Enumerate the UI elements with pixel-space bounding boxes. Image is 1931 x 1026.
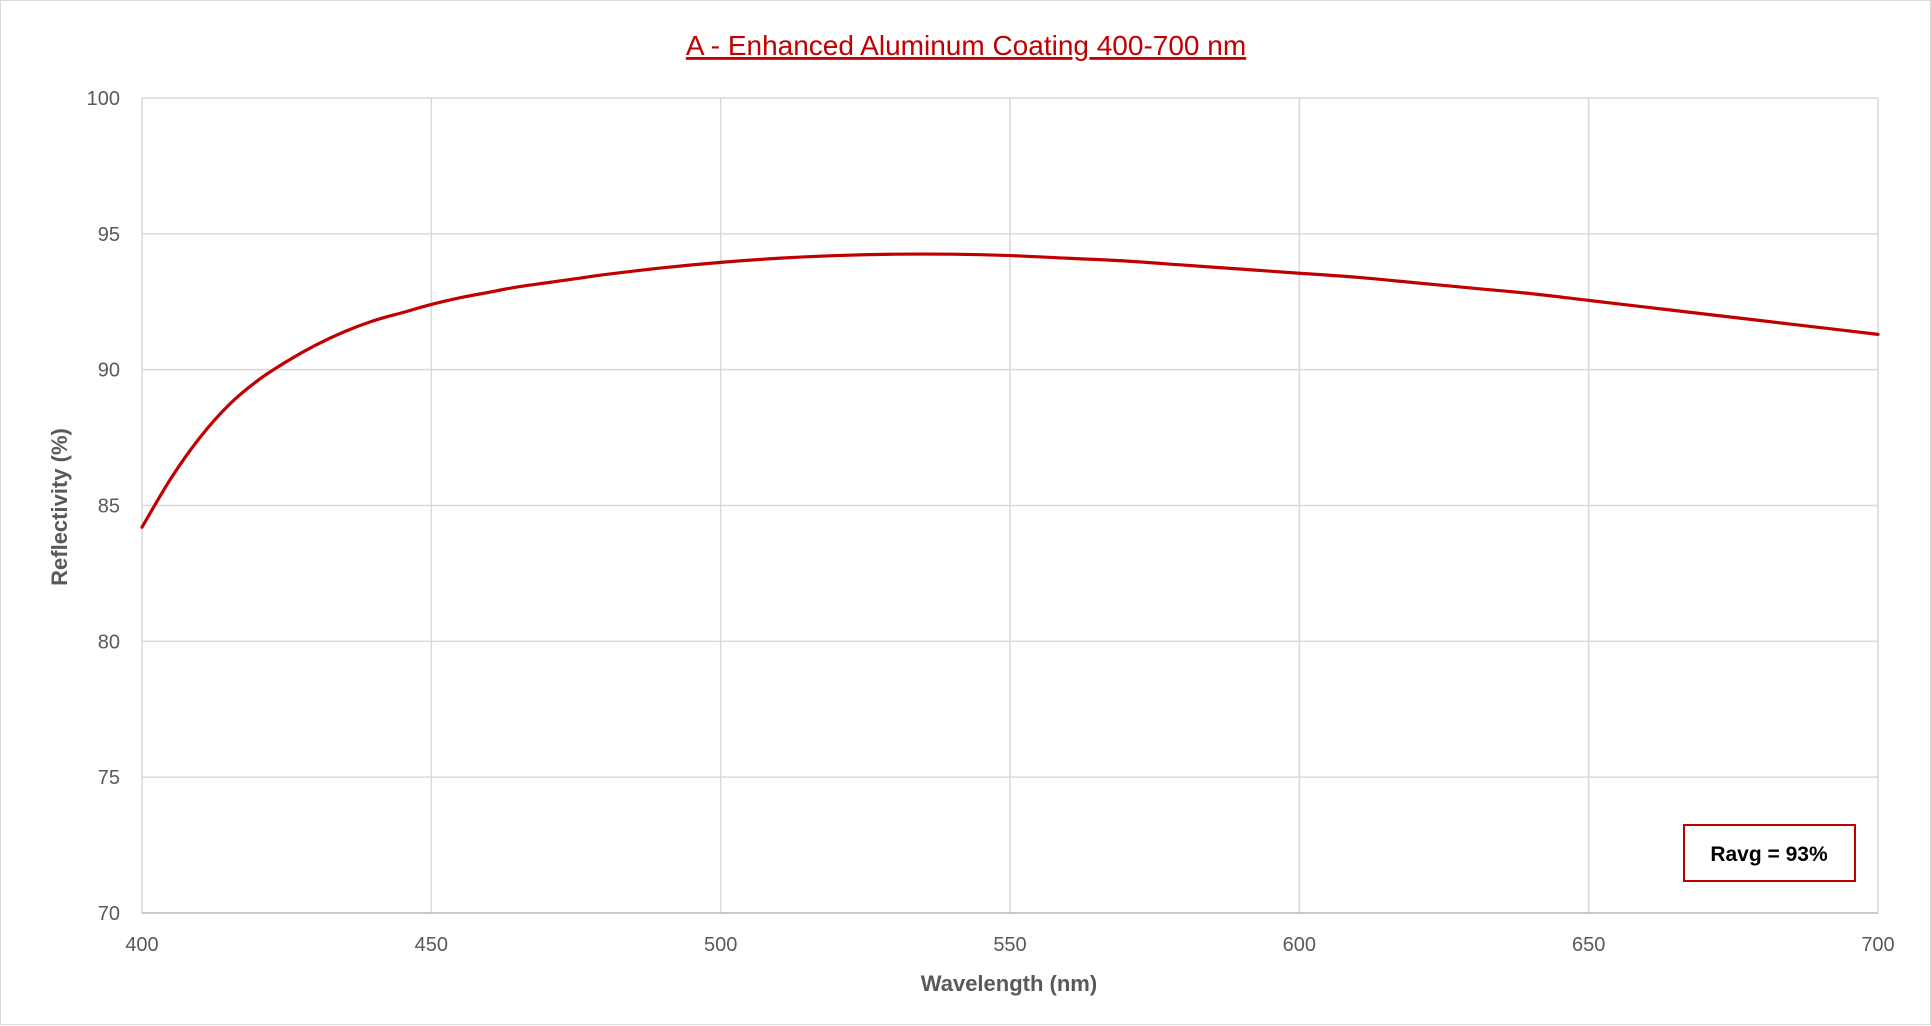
series-layer — [140, 252, 1880, 529]
x-tick-label: 700 — [1861, 934, 1894, 956]
y-tick-label: 100 — [87, 88, 120, 110]
y-tick-label: 75 — [98, 767, 120, 789]
chart-title: A - Enhanced Aluminum Coating 400-700 nm — [686, 30, 1246, 61]
x-tick-label: 550 — [993, 934, 1026, 956]
ravg-annotation: Ravg = 93% — [1683, 824, 1856, 882]
x-tick-label: 450 — [415, 934, 448, 956]
x-tick-label: 600 — [1283, 934, 1316, 956]
series-line-reflectivity — [140, 252, 1880, 529]
y-tick-label: 95 — [98, 224, 120, 246]
x-axis-title: Wavelength (nm) — [921, 971, 1097, 996]
y-tick-labels: 70 75 80 85 90 95 100 — [87, 88, 120, 925]
x-tick-label: 650 — [1572, 934, 1605, 956]
grid-lines — [141, 97, 1879, 914]
x-tick-label: 500 — [704, 934, 737, 956]
x-tick-label: 400 — [125, 934, 158, 956]
ravg-annotation-text: Ravg = 93% — [1710, 843, 1828, 866]
ravg-annotation-box — [1683, 824, 1856, 882]
x-tick-labels: 400 450 500 550 600 650 700 — [125, 934, 1894, 956]
y-tick-label: 90 — [98, 360, 120, 382]
y-tick-label: 85 — [98, 496, 120, 518]
y-axis-title: Reflectivity (%) — [47, 428, 72, 586]
y-tick-label: 80 — [98, 631, 120, 653]
y-tick-label: 70 — [98, 903, 120, 925]
